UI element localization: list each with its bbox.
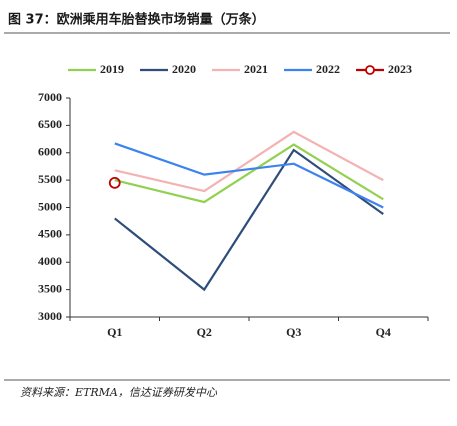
x-tick-label: Q2 [197, 325, 212, 339]
series-line [114, 143, 384, 204]
y-tick-label: 6000 [38, 145, 62, 159]
y-tick-label: 4500 [38, 227, 62, 241]
legend-marker [365, 65, 375, 75]
marker [108, 176, 121, 189]
chart-title: 图 37：欧洲乘用车胎替换市场销量（万条） [8, 12, 265, 28]
y-tick-label: 3000 [38, 309, 62, 323]
legend-label: 2019 [100, 62, 124, 76]
y-tick-label: 5000 [38, 199, 62, 213]
y-tick-label: 7000 [38, 90, 62, 104]
legend-label: 2022 [316, 62, 340, 76]
x-tick-label: Q4 [376, 325, 391, 339]
legend-label: 2020 [172, 62, 196, 76]
y-tick-label: 4000 [38, 254, 62, 268]
series-line [114, 130, 384, 193]
legend-label: 2023 [388, 62, 412, 76]
series-line [114, 142, 384, 209]
y-tick-label: 5500 [38, 172, 62, 186]
y-tick-label: 6500 [38, 117, 62, 131]
x-tick-label: Q3 [286, 325, 301, 339]
legend-label: 2021 [244, 62, 268, 76]
series-line [114, 148, 384, 292]
source: 资料来源：ETRMA，信达证券研发中心 [20, 386, 218, 399]
y-tick-label: 3500 [38, 281, 62, 295]
x-tick-label: Q1 [107, 325, 122, 339]
